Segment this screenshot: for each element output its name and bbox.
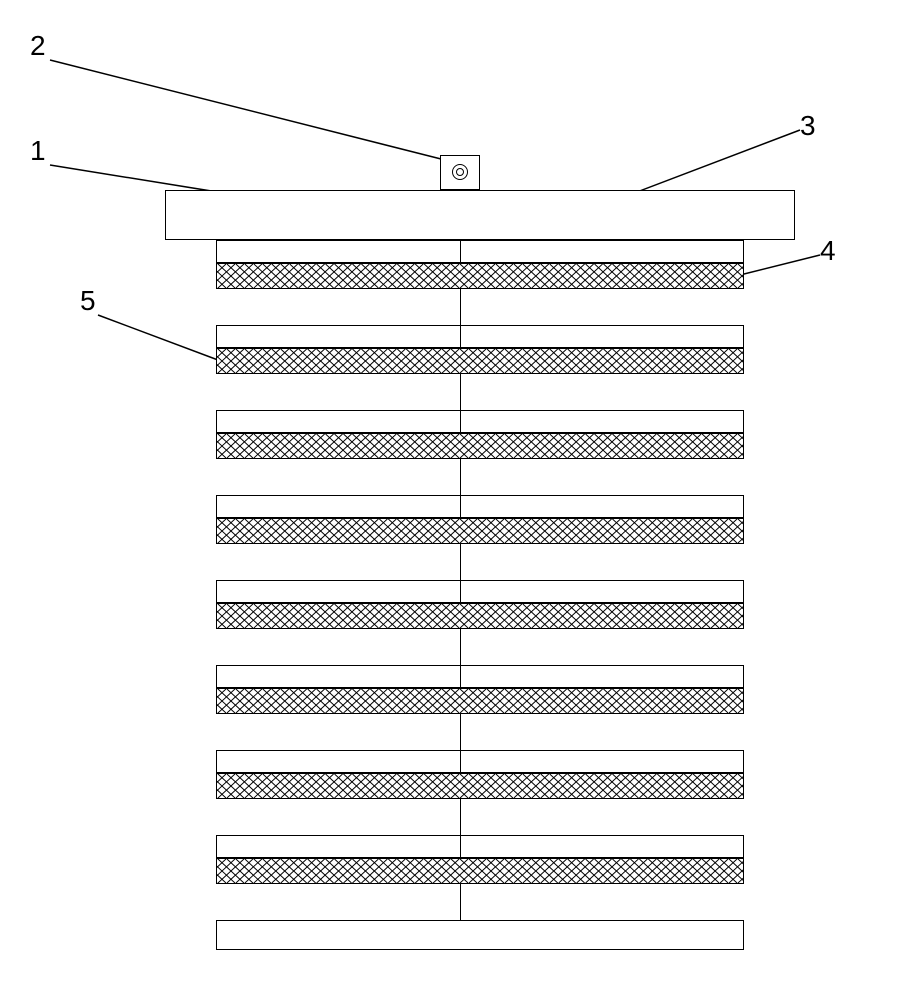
hatched-bar [216, 263, 744, 289]
plain-bar-bottom [216, 920, 744, 950]
center-line-segment [460, 289, 461, 325]
hatched-bar [216, 603, 744, 629]
label-1: 1 [30, 135, 46, 167]
label-2: 2 [30, 30, 46, 62]
hatched-bar [216, 688, 744, 714]
center-line-segment [460, 884, 461, 920]
center-line-segment [460, 629, 461, 665]
label-3: 3 [800, 110, 816, 142]
plain-bar [216, 665, 744, 688]
center-line-segment [460, 835, 461, 858]
center-line-segment [460, 325, 461, 348]
plain-bar [216, 835, 744, 858]
label-4: 4 [820, 235, 836, 267]
hatched-bar [216, 348, 744, 374]
plain-bar [216, 410, 744, 433]
hatched-bar [216, 773, 744, 799]
center-line-segment [460, 750, 461, 773]
center-line-segment [460, 374, 461, 410]
hatched-bar [216, 433, 744, 459]
center-line-segment [460, 580, 461, 603]
center-line-segment [460, 410, 461, 433]
center-line-segment [460, 495, 461, 518]
center-line-segment [460, 665, 461, 688]
plain-bar [216, 240, 744, 263]
plain-bar [216, 750, 744, 773]
plain-bar [216, 495, 744, 518]
center-line-segment [460, 544, 461, 580]
center-line-segment [460, 799, 461, 835]
top-plate [165, 190, 795, 240]
center-line-segment [460, 459, 461, 495]
plain-bar [216, 580, 744, 603]
hatched-bar [216, 858, 744, 884]
hatched-bar [216, 518, 744, 544]
center-line-segment [460, 240, 461, 263]
hook-circle-inner [456, 168, 464, 176]
label-5: 5 [80, 285, 96, 317]
plain-bar [216, 325, 744, 348]
center-line-segment [460, 714, 461, 750]
